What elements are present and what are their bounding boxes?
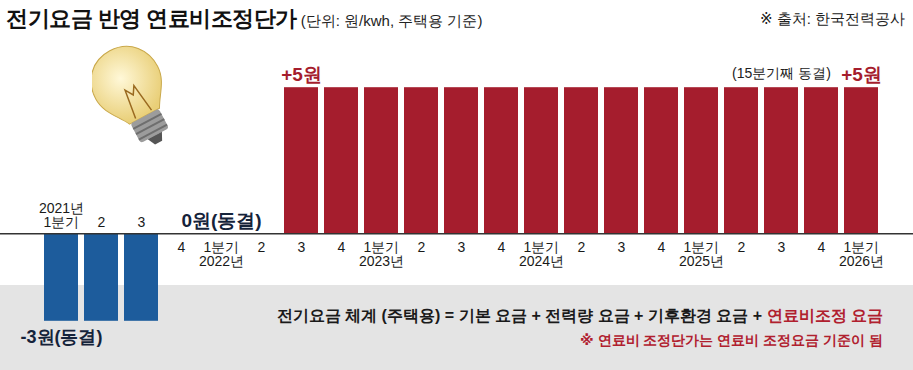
svg-text:1분기2024년: 1분기2024년 [519, 239, 564, 269]
html-text:전기요금 체계 (주택용) = 기본 요금 + 전력량 요금: 전기요금 체계 (주택용) = 기본 요금 + 전력량 요금 + 기후환경 요금… [276, 307, 883, 324]
svg-text:4: 4 [658, 239, 666, 255]
svg-text:4: 4 [818, 239, 826, 255]
svg-text:(15분기째 동결): (15분기째 동결) [732, 65, 831, 81]
svg-text:2: 2 [578, 239, 586, 255]
svg-text:3: 3 [618, 239, 626, 255]
svg-text:-3원(동결): -3원(동결) [21, 327, 103, 347]
svg-text:3: 3 [138, 214, 146, 230]
svg-text:2: 2 [98, 214, 106, 230]
html-text:전기요금 반영 연료비조정단가(단위: 원/kwh, 주택용: 전기요금 반영 연료비조정단가(단위: 원/kwh, 주택용 기준) [6, 6, 483, 31]
svg-text:2021년1분기: 2021년1분기 [39, 200, 84, 230]
svg-text:3: 3 [458, 239, 466, 255]
svg-text:3: 3 [778, 239, 786, 255]
svg-text:+5원: +5원 [841, 64, 882, 85]
svg-text:2: 2 [258, 239, 266, 255]
svg-text:+5원: +5원 [281, 64, 322, 85]
svg-text:3: 3 [298, 239, 306, 255]
html-text:※ 출처: 한국전력공사: ※ 출처: 한국전력공사 [759, 9, 905, 27]
svg-text:4: 4 [178, 239, 186, 255]
svg-text:2: 2 [738, 239, 746, 255]
svg-text:4: 4 [498, 239, 506, 255]
svg-text:1분기2026년: 1분기2026년 [839, 239, 884, 269]
svg-text:1분기2022년: 1분기2022년 [199, 239, 244, 269]
svg-text:2: 2 [418, 239, 426, 255]
html-text:※ 연료비 조정단가는 연료비 조정요금 기준이 됨: ※ 연료비 조정단가는 연료비 조정요금 기준이 됨 [580, 332, 883, 348]
svg-text:1분기2023년: 1분기2023년 [359, 239, 404, 269]
svg-text:0원(동결): 0원(동결) [181, 210, 261, 231]
svg-text:4: 4 [338, 239, 346, 255]
svg-text:1분기2025년: 1분기2025년 [679, 239, 724, 269]
